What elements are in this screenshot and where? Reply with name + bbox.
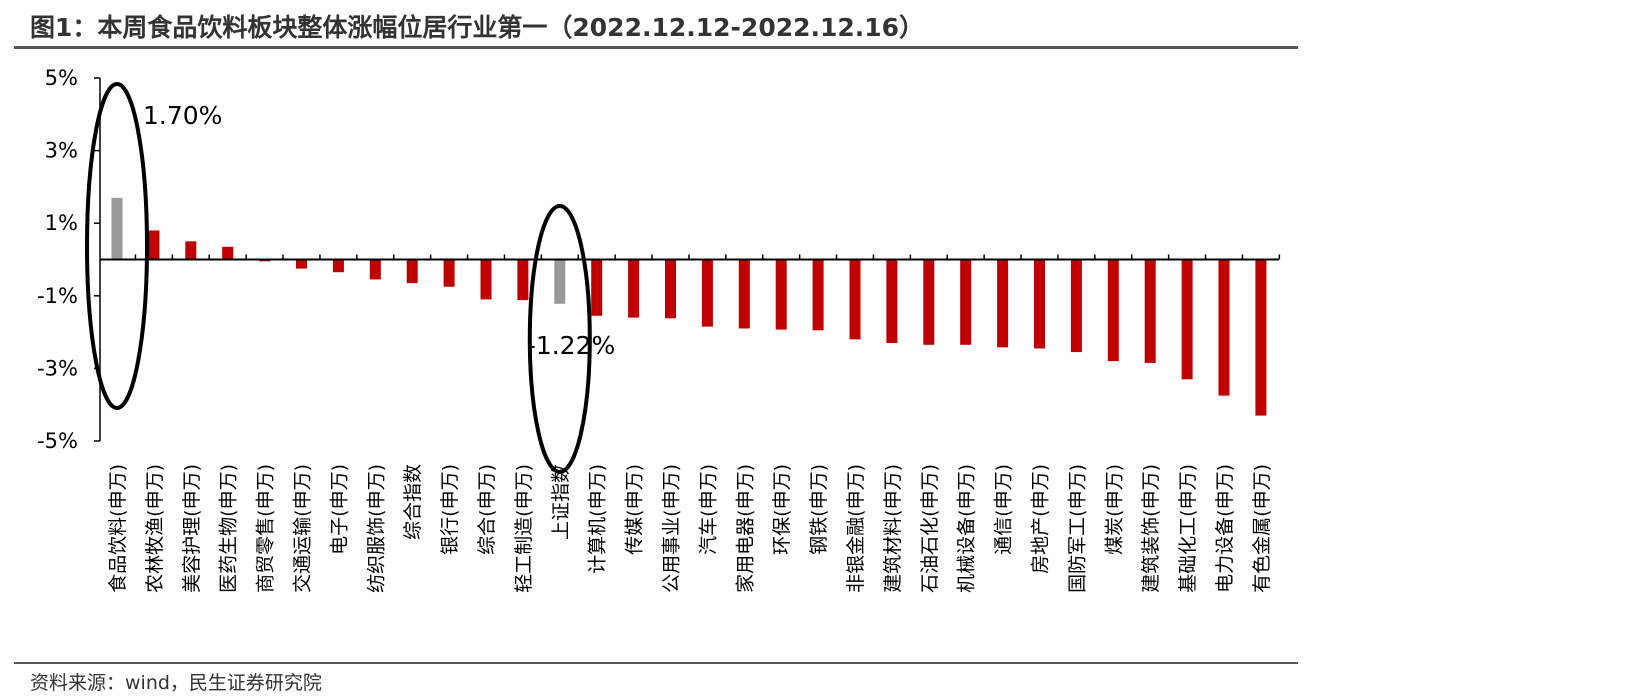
bar [185, 241, 197, 260]
bar [517, 259, 529, 301]
x-tick-label: 美容护理(申万) [181, 464, 203, 593]
x-tick-label: 上证指数 [550, 464, 572, 540]
bar [812, 259, 824, 331]
x-tick-label: 建筑材料(申万) [882, 464, 904, 593]
x-tick-label: 通信(申万) [993, 464, 1015, 555]
x-tick-label: 有色金属(申万) [1251, 464, 1273, 593]
axes-layer [94, 77, 1281, 442]
bar [886, 259, 898, 343]
data-label: 1.70% [143, 101, 222, 130]
x-tick-labels: 食品饮料(申万) 农林牧渔(申万) 美容护理(申万) 医药生物(申万) 商贸零售(申万)… [107, 464, 1273, 593]
bar [480, 259, 492, 300]
x-tick-label: 计算机(申万) [587, 464, 609, 574]
bar [443, 259, 455, 287]
page-title: 图1：本周食品饮料板块整体涨幅位居行业第一（2022.12.12-2022.12… [30, 13, 925, 42]
title-divider [14, 46, 1298, 49]
x-tick-label: 机械设备(申万) [956, 464, 978, 593]
annotations-layer: 1.70% -1.22% [85, 82, 615, 474]
bar [554, 259, 566, 304]
highlight-ellipse [527, 204, 592, 474]
bars-layer [111, 197, 1267, 416]
x-tick-label: 农林牧渔(申万) [144, 464, 166, 593]
x-tick-label: 非银金融(申万) [845, 464, 867, 593]
highlight-ellipse [85, 82, 149, 410]
x-tick-label: 食品饮料(申万) [107, 464, 129, 593]
x-tick-label: 石油石化(申万) [919, 464, 941, 593]
bar [332, 259, 344, 273]
y-tick-label: -3% [37, 356, 78, 380]
bar [960, 259, 972, 345]
bar [849, 259, 861, 340]
y-tick-label: 5% [45, 66, 78, 90]
x-tick-label: 交通运输(申万) [292, 464, 314, 593]
bar [406, 259, 418, 284]
x-tick-label: 银行(申万) [439, 464, 461, 555]
bar [628, 259, 640, 318]
y-tick-label: -1% [37, 284, 78, 308]
bar [923, 259, 935, 345]
bar [148, 230, 160, 260]
bar [1181, 259, 1193, 380]
x-tick-label: 电子(申万) [328, 464, 350, 555]
x-tick-label: 商贸零售(申万) [255, 464, 277, 593]
y-tick-label: 3% [45, 139, 78, 163]
x-tick-label: 汽车(申万) [697, 464, 719, 555]
x-tick-label: 煤炭(申万) [1103, 464, 1125, 555]
bar [1107, 259, 1119, 362]
x-tick-label: 钢铁(申万) [808, 464, 830, 555]
data-label: -1.22% [527, 331, 615, 360]
bar [665, 259, 676, 319]
bar [738, 259, 750, 329]
bar [369, 259, 381, 280]
y-tick-labels: 5% 3% 1% -1% -3% -5% [37, 66, 78, 453]
bar [701, 259, 713, 327]
x-tick-label: 房地产(申万) [1030, 464, 1052, 574]
x-tick-label: 基础化工(申万) [1177, 464, 1199, 593]
x-tick-label: 电力设备(申万) [1214, 464, 1236, 593]
bar [1070, 259, 1082, 353]
x-tick-label: 医药生物(申万) [218, 464, 240, 593]
bar [1218, 259, 1230, 396]
x-tick-label: 纺织服饰(申万) [365, 464, 387, 593]
bar [222, 246, 234, 260]
y-tick-label: -5% [37, 429, 78, 453]
x-tick-label: 传媒(申万) [624, 464, 646, 555]
x-tick-label: 综合(申万) [476, 464, 498, 555]
x-tick-label: 家用电器(申万) [734, 464, 756, 593]
bar [1034, 259, 1045, 349]
x-tick-label: 国防军工(申万) [1066, 464, 1088, 593]
bar [296, 259, 307, 269]
x-tick-label: 轻工制造(申万) [513, 464, 535, 593]
footer-divider [14, 662, 1298, 664]
source-note: 资料来源：wind，民生证券研究院 [30, 672, 322, 694]
bar [591, 259, 603, 316]
bar [997, 259, 1009, 348]
bar [775, 259, 787, 330]
bar [1255, 259, 1267, 416]
bar [1144, 259, 1156, 363]
x-tick-label: 综合指数 [402, 464, 424, 540]
x-tick-label: 建筑装饰(申万) [1140, 464, 1162, 593]
x-tick-label: 环保(申万) [771, 464, 793, 555]
bar [111, 197, 123, 260]
y-tick-label: 1% [45, 211, 78, 235]
x-tick-label: 公用事业(申万) [661, 464, 683, 593]
